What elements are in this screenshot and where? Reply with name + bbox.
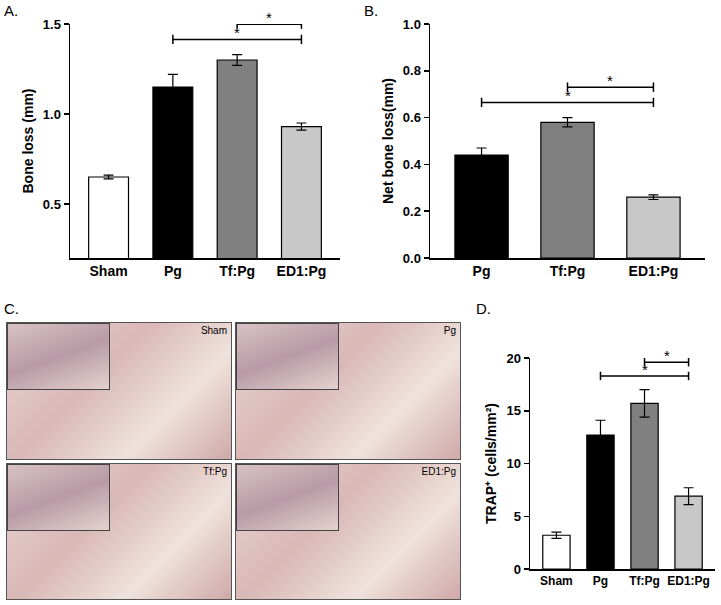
svg-text:ED1:Pg: ED1:Pg: [667, 574, 710, 588]
svg-text:10: 10: [506, 456, 520, 471]
html-text:Sham: Sham: [200, 325, 227, 336]
html-text:ED1:Pg: ED1:Pg: [421, 465, 456, 477]
svg-text:*: *: [642, 361, 648, 378]
svg-text:*: *: [266, 9, 272, 26]
html-text:Tf:Pg: Tf:Pg: [203, 465, 227, 477]
html-text:D.: D.: [476, 300, 491, 317]
svg-text:0.6: 0.6: [403, 110, 421, 125]
svg-text:Bone loss (mm): Bone loss (mm): [20, 88, 36, 193]
svg-text:5: 5: [514, 509, 521, 524]
svg-text:TRAP⁺ (cells/mm²): TRAP⁺ (cells/mm²): [483, 403, 499, 524]
svg-text:0.4: 0.4: [403, 157, 422, 172]
html-text:C.: C.: [4, 300, 19, 317]
svg-text:Tf:Pg: Tf:Pg: [550, 263, 586, 279]
svg-text:*: *: [565, 87, 571, 104]
svg-text:*: *: [607, 72, 613, 89]
svg-text:0: 0: [514, 562, 521, 577]
svg-text:Sham: Sham: [90, 263, 128, 279]
svg-text:Pg: Pg: [593, 574, 608, 588]
svg-text:*: *: [234, 24, 240, 41]
svg-text:0.0: 0.0: [403, 251, 421, 266]
svg-text:Tf:Pg: Tf:Pg: [629, 574, 660, 588]
svg-text:Sham: Sham: [540, 574, 573, 588]
svg-text:ED1:Pg: ED1:Pg: [629, 263, 679, 279]
svg-text:Net bone loss(mm): Net bone loss(mm): [380, 78, 396, 204]
html-text:B.: B.: [364, 2, 379, 19]
svg-text:1.0: 1.0: [43, 107, 61, 122]
svg-text:Pg: Pg: [164, 263, 182, 279]
html-text:A.: A.: [4, 2, 19, 19]
svg-text:Pg: Pg: [473, 263, 491, 279]
svg-text:15: 15: [506, 403, 520, 418]
svg-text:20: 20: [506, 351, 520, 366]
svg-text:1.5: 1.5: [43, 17, 61, 32]
svg-text:1.0: 1.0: [403, 17, 421, 32]
svg-text:0.8: 0.8: [403, 63, 421, 78]
svg-text:*: *: [664, 347, 670, 364]
html-text:Pg: Pg: [443, 325, 456, 336]
svg-text:0.2: 0.2: [403, 204, 421, 219]
svg-text:Tf:Pg: Tf:Pg: [219, 263, 255, 279]
svg-text:ED1:Pg: ED1:Pg: [277, 263, 327, 279]
svg-text:0.5: 0.5: [43, 197, 61, 212]
